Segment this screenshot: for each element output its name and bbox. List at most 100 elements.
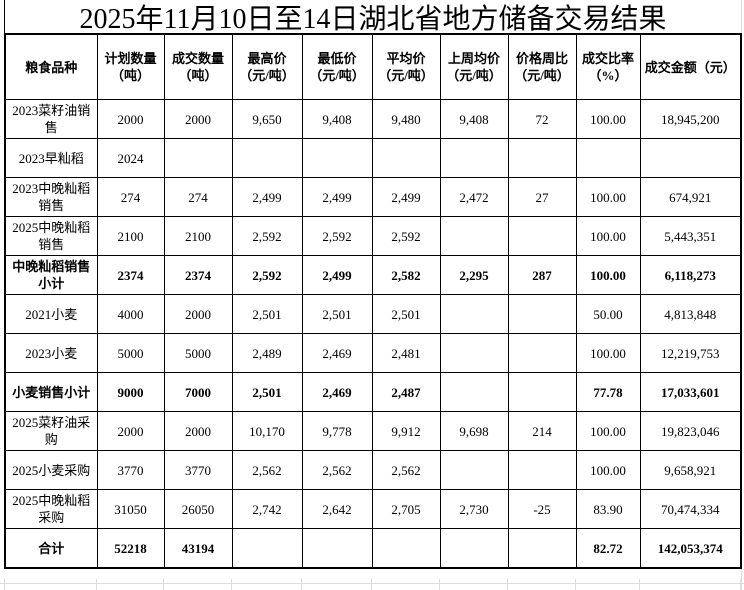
value-cell[interactable] xyxy=(439,216,509,256)
value-cell[interactable] xyxy=(507,450,577,490)
grain-name-cell[interactable]: 2025中晚籼稻采购 xyxy=(4,489,98,529)
value-cell[interactable]: 52218 xyxy=(96,528,165,569)
value-cell[interactable]: 2,562 xyxy=(301,450,373,490)
value-cell[interactable]: 287 xyxy=(507,255,577,295)
value-cell[interactable]: 2,472 xyxy=(439,177,509,217)
value-cell[interactable]: 2,469 xyxy=(301,333,373,373)
value-cell[interactable]: 72 xyxy=(507,99,577,139)
value-cell[interactable]: 2,730 xyxy=(439,489,509,529)
value-cell[interactable]: 2000 xyxy=(163,99,233,139)
grain-name-cell[interactable]: 2025菜籽油采购 xyxy=(4,411,98,451)
value-cell[interactable]: 2374 xyxy=(96,255,165,295)
value-cell[interactable]: 26050 xyxy=(163,489,233,529)
column-header-9[interactable]: 成交比率 （%） xyxy=(575,33,641,100)
column-header-6[interactable]: 平均价 （元/吨） xyxy=(371,33,441,100)
column-header-7[interactable]: 上周均价 （元/吨） xyxy=(439,33,509,100)
column-header-3[interactable]: 成交数量 （吨） xyxy=(163,33,233,100)
value-cell[interactable]: 10,170 xyxy=(231,411,303,451)
value-cell[interactable]: 100.00 xyxy=(575,411,641,451)
value-cell[interactable]: 9,698 xyxy=(439,411,509,451)
grain-name-cell[interactable]: 合计 xyxy=(4,528,98,569)
value-cell[interactable] xyxy=(231,528,303,569)
grain-name-cell[interactable]: 2025中晚籼稻销售 xyxy=(4,216,98,256)
grain-name-cell[interactable]: 2023中晚籼稻销售 xyxy=(4,177,98,217)
value-cell[interactable]: 82.72 xyxy=(575,528,641,569)
value-cell[interactable]: 3770 xyxy=(96,450,165,490)
value-cell[interactable] xyxy=(231,138,303,178)
grain-name-cell[interactable]: 2021小麦 xyxy=(4,294,98,334)
value-cell[interactable] xyxy=(439,333,509,373)
value-cell[interactable]: 9,658,921 xyxy=(639,450,742,490)
value-cell[interactable] xyxy=(575,138,641,178)
value-cell[interactable]: 43194 xyxy=(163,528,233,569)
value-cell[interactable]: 19,823,046 xyxy=(639,411,742,451)
value-cell[interactable]: 674,921 xyxy=(639,177,742,217)
value-cell[interactable] xyxy=(439,450,509,490)
value-cell[interactable]: 9,912 xyxy=(371,411,441,451)
column-header-10[interactable]: 成交金额（元） xyxy=(639,33,742,100)
value-cell[interactable]: 2,501 xyxy=(371,294,441,334)
value-cell[interactable]: 274 xyxy=(96,177,165,217)
column-header-1[interactable]: 粮食品种 xyxy=(4,33,98,100)
value-cell[interactable]: 9,480 xyxy=(371,99,441,139)
value-cell[interactable] xyxy=(301,138,373,178)
value-cell[interactable]: 2,642 xyxy=(301,489,373,529)
value-cell[interactable]: 2,592 xyxy=(371,216,441,256)
value-cell[interactable]: 2,742 xyxy=(231,489,303,529)
value-cell[interactable] xyxy=(507,333,577,373)
value-cell[interactable]: 142,053,374 xyxy=(639,528,742,569)
value-cell[interactable]: 2100 xyxy=(163,216,233,256)
value-cell[interactable]: 2000 xyxy=(96,99,165,139)
value-cell[interactable]: 9,778 xyxy=(301,411,373,451)
value-cell[interactable] xyxy=(507,372,577,412)
value-cell[interactable]: 4000 xyxy=(96,294,165,334)
value-cell[interactable]: 9,408 xyxy=(439,99,509,139)
grain-name-cell[interactable]: 2023早籼稻 xyxy=(4,138,98,178)
value-cell[interactable]: 5000 xyxy=(163,333,233,373)
value-cell[interactable] xyxy=(439,528,509,569)
value-cell[interactable]: 2000 xyxy=(163,411,233,451)
value-cell[interactable]: 2,562 xyxy=(231,450,303,490)
value-cell[interactable]: 100.00 xyxy=(575,450,641,490)
value-cell[interactable]: 2100 xyxy=(96,216,165,256)
value-cell[interactable]: 2,592 xyxy=(301,216,373,256)
value-cell[interactable]: 6,118,273 xyxy=(639,255,742,295)
value-cell[interactable]: 2,562 xyxy=(371,450,441,490)
value-cell[interactable] xyxy=(507,294,577,334)
value-cell[interactable] xyxy=(439,294,509,334)
value-cell[interactable]: 2,295 xyxy=(439,255,509,295)
value-cell[interactable]: 17,033,601 xyxy=(639,372,742,412)
value-cell[interactable]: 2,487 xyxy=(371,372,441,412)
column-header-8[interactable]: 价格周比 （元/吨） xyxy=(507,33,577,100)
value-cell[interactable]: 2,501 xyxy=(231,294,303,334)
value-cell[interactable] xyxy=(639,138,742,178)
value-cell[interactable]: 274 xyxy=(163,177,233,217)
value-cell[interactable]: 9,408 xyxy=(301,99,373,139)
value-cell[interactable] xyxy=(439,138,509,178)
column-header-2[interactable]: 计划数量 （吨） xyxy=(96,33,165,100)
value-cell[interactable]: 2024 xyxy=(96,138,165,178)
value-cell[interactable]: 100.00 xyxy=(575,255,641,295)
value-cell[interactable] xyxy=(163,138,233,178)
value-cell[interactable] xyxy=(507,216,577,256)
column-header-4[interactable]: 最高价 （元/吨） xyxy=(231,33,303,100)
value-cell[interactable]: 9,650 xyxy=(231,99,303,139)
value-cell[interactable]: 2,582 xyxy=(371,255,441,295)
value-cell[interactable]: 2,592 xyxy=(231,216,303,256)
value-cell[interactable]: 2,469 xyxy=(301,372,373,412)
value-cell[interactable] xyxy=(507,528,577,569)
value-cell[interactable]: 2,501 xyxy=(231,372,303,412)
value-cell[interactable] xyxy=(371,138,441,178)
value-cell[interactable]: 83.90 xyxy=(575,489,641,529)
grain-name-cell[interactable]: 2023菜籽油销售 xyxy=(4,99,98,139)
value-cell[interactable] xyxy=(507,138,577,178)
value-cell[interactable]: 50.00 xyxy=(575,294,641,334)
value-cell[interactable]: 2000 xyxy=(163,294,233,334)
value-cell[interactable]: 18,945,200 xyxy=(639,99,742,139)
value-cell[interactable]: 100.00 xyxy=(575,333,641,373)
value-cell[interactable]: 2,501 xyxy=(301,294,373,334)
value-cell[interactable]: 2000 xyxy=(96,411,165,451)
value-cell[interactable]: 7000 xyxy=(163,372,233,412)
value-cell[interactable]: 2,481 xyxy=(371,333,441,373)
value-cell[interactable]: 27 xyxy=(507,177,577,217)
